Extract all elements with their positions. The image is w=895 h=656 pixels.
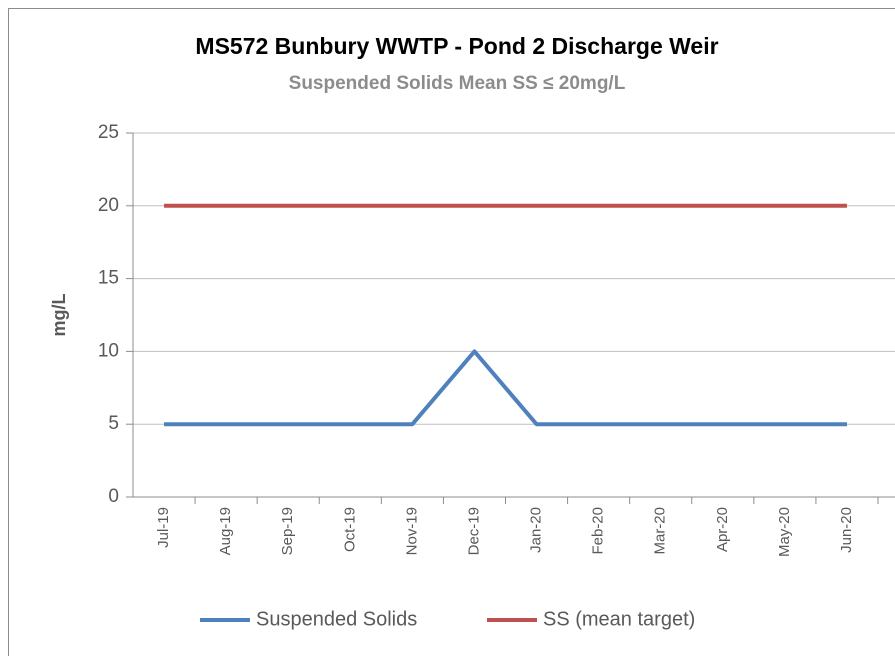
y-tick-label: 10 <box>98 340 119 361</box>
x-tick-label: Jun-20 <box>838 507 855 553</box>
x-tick-label: Nov-19 <box>403 507 420 555</box>
x-tick-label: Sep-19 <box>279 507 296 555</box>
y-tick-label: 25 <box>98 122 119 143</box>
y-axis-label: mg/L <box>49 293 69 336</box>
x-tick-label: May-20 <box>776 507 793 557</box>
x-tick-label: Dec-19 <box>465 507 482 555</box>
chart-subtitle: Suspended Solids Mean SS ≤ 20mg/L <box>289 73 626 94</box>
legend-label: SS (mean target) <box>543 608 695 630</box>
x-tick-label: Oct-19 <box>341 507 358 552</box>
x-tick-label: Jul-19 <box>155 507 172 548</box>
legend-label: Suspended Solids <box>256 608 417 630</box>
y-tick-label: 5 <box>108 413 119 434</box>
y-tick-label: 0 <box>108 486 119 507</box>
y-tick-label: 20 <box>98 195 119 216</box>
series-line <box>164 349 847 427</box>
x-tick-label: Feb-20 <box>590 507 607 555</box>
chart-title: MS572 Bunbury WWTP - Pond 2 Discharge We… <box>195 33 718 59</box>
x-tick-label: Jan-20 <box>528 507 545 553</box>
y-tick-label: 15 <box>98 268 119 289</box>
chart-frame <box>8 8 895 656</box>
x-tick-label: Aug-19 <box>217 507 234 555</box>
x-tick-label: Mar-20 <box>652 507 669 555</box>
x-tick-label: Apr-20 <box>714 507 731 552</box>
